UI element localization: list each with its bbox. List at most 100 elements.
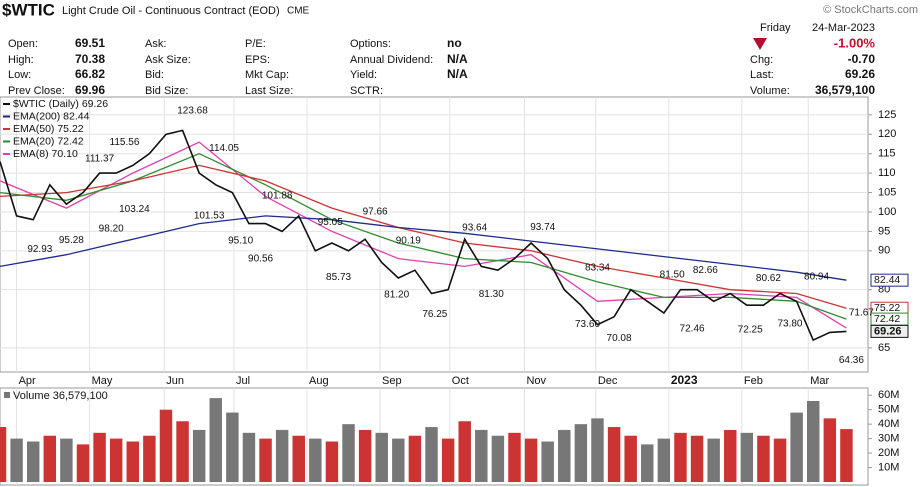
volume-bar: [441, 438, 455, 482]
y-tick-label: 100: [878, 206, 896, 218]
price-annotation: 95.28: [59, 235, 84, 246]
copyright: © StockCharts.com: [823, 4, 918, 16]
price-annotation: 72.46: [680, 324, 705, 335]
volume-bar: [375, 432, 388, 482]
price-annotation: 90.19: [396, 236, 421, 247]
price-annotation: 93.74: [530, 222, 555, 233]
price-annotation: 83.34: [585, 262, 610, 273]
quote-label: Bid:: [145, 69, 164, 81]
y-tick-label: 115: [878, 148, 896, 160]
quote-label: Bid Size:: [145, 85, 188, 97]
ema-line: [0, 164, 847, 309]
price-panel: [0, 96, 869, 373]
volume-bar: [392, 438, 405, 482]
price-annotation: 101.88: [262, 190, 293, 201]
x-tick-label: 2023: [671, 373, 698, 387]
legend-label: EMA(50) 75.22: [13, 123, 84, 135]
volume-bar: [790, 412, 803, 482]
volume-bar: [491, 435, 505, 482]
quote-label: SCTR:: [350, 85, 383, 97]
volume-bar: [425, 427, 438, 482]
x-tick-label: Jul: [236, 375, 250, 387]
volume-bar: [724, 429, 737, 482]
volume-tick-label: 60M: [878, 389, 899, 401]
last-value: 75.22: [874, 302, 900, 314]
quote-label: Open:: [8, 38, 38, 50]
volume-bar: [773, 438, 787, 482]
quote-value: 69.96: [75, 83, 105, 97]
volume-legend: Volume 36,579,100: [13, 390, 108, 402]
volume-bar: [508, 432, 521, 482]
description: Light Crude Oil - Continuous Contract (E…: [62, 5, 280, 17]
legend-label: EMA(20) 72.42: [13, 135, 84, 147]
volume-bar: [0, 427, 7, 482]
volume-bar: [840, 429, 853, 482]
last-value: 82.44: [874, 274, 900, 286]
quote-value: 70.38: [75, 52, 105, 66]
price-annotation: 82.66: [693, 265, 718, 276]
ema-line: [0, 141, 847, 329]
day: Friday: [760, 22, 791, 34]
volume-bar: [109, 438, 123, 482]
stat-label: Last:: [750, 69, 774, 81]
quote-label: P/E:: [245, 38, 266, 50]
price-annotation: 98.20: [99, 224, 124, 235]
legend-label: EMA(8) 70.10: [13, 148, 78, 160]
price-annotation: 90.56: [248, 253, 273, 264]
y-tick-label: 110: [878, 167, 896, 179]
volume-bar: [807, 401, 820, 482]
x-tick-label: Feb: [744, 375, 763, 387]
x-tick-label: Mar: [810, 375, 829, 387]
quote-label: High:: [8, 54, 34, 66]
quote-value: 66.82: [75, 67, 105, 81]
date: 24-Mar-2023: [812, 22, 875, 34]
stat-label: Chg:: [750, 54, 773, 66]
volume-bar: [60, 438, 73, 482]
y-tick-label: 105: [878, 186, 896, 198]
volume-tick-label: 50M: [878, 404, 899, 416]
volume-bar: [93, 432, 106, 482]
volume-bar: [541, 441, 554, 482]
volume-bar: [275, 429, 289, 482]
exchange: CME: [287, 6, 310, 17]
down-arrow: [753, 38, 767, 50]
volume-tick-label: 20M: [878, 447, 899, 459]
volume-bar: [342, 424, 355, 482]
volume-bar: [358, 429, 372, 482]
legend-label: $WTIC (Daily) 69.26: [13, 98, 108, 110]
stat-value: -0.70: [848, 52, 876, 66]
volume-bar: [408, 435, 422, 482]
volume-bar: [574, 424, 588, 482]
price-line: [0, 129, 847, 342]
volume-bar: [624, 435, 637, 482]
volume-bar: [43, 435, 57, 482]
quote-value: N/A: [447, 67, 468, 81]
volume-bar: [143, 435, 156, 482]
symbol: $WTIC: [2, 0, 55, 19]
price-annotation: 111.37: [85, 153, 115, 164]
y-tick-label: 125: [878, 109, 896, 121]
volume-bar: [823, 418, 837, 482]
x-tick-label: Apr: [19, 375, 36, 387]
volume-bar: [757, 435, 770, 482]
price-annotation: 95.10: [228, 236, 253, 247]
quote-label: Last Size:: [245, 85, 293, 97]
price-annotation: 81.20: [384, 290, 409, 301]
stat-value: 36,579,100: [815, 83, 875, 97]
volume-bar: [76, 444, 90, 482]
price-annotation: 76.25: [422, 309, 447, 320]
volume-bar: [607, 427, 621, 482]
volume-panel: [0, 387, 869, 486]
volume-bar: [126, 441, 139, 482]
legend-label: EMA(200) 82.44: [13, 110, 90, 122]
volume-bar: [10, 438, 23, 482]
price-annotation: 81.50: [660, 269, 685, 280]
price-annotation: 81.30: [479, 289, 504, 300]
last-value-box: [870, 324, 909, 338]
quote-value: no: [447, 36, 462, 50]
ema-line: [0, 152, 847, 320]
change-percent: -1.00%: [834, 35, 876, 50]
volume-bar: [292, 435, 305, 482]
y-tick-label: 95: [878, 225, 890, 237]
x-tick-label: Dec: [598, 375, 618, 387]
